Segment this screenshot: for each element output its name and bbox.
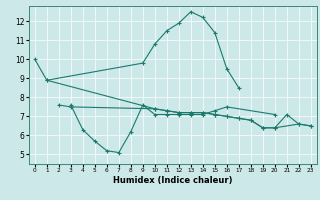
- X-axis label: Humidex (Indice chaleur): Humidex (Indice chaleur): [113, 176, 233, 185]
